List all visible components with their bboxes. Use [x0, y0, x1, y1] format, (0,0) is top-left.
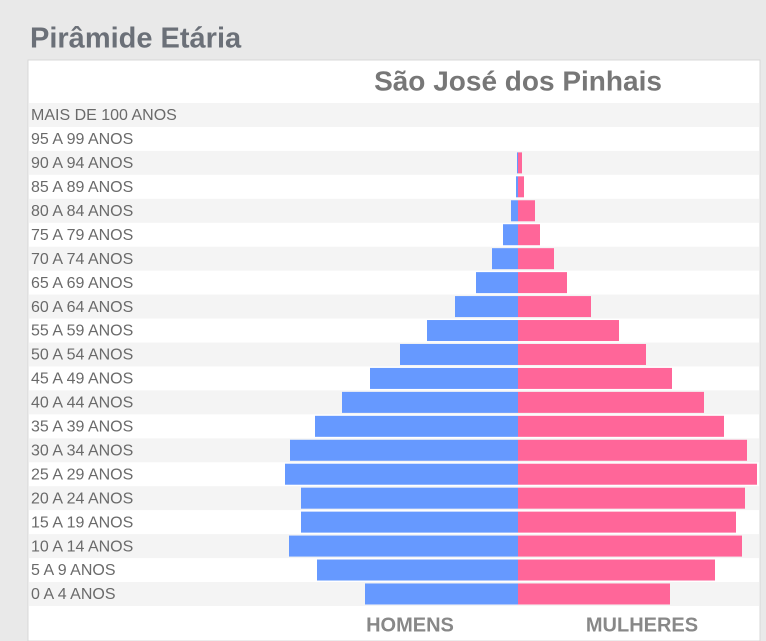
row-stripe [29, 103, 759, 127]
y-tick-label: 40 A 44 ANOS [31, 395, 133, 412]
legend-label: HOMENS [366, 614, 454, 636]
bar [518, 463, 757, 485]
bar [503, 224, 518, 246]
bar [365, 583, 518, 605]
bar [290, 439, 518, 461]
bar [518, 559, 715, 581]
y-tick-label: 10 A 14 ANOS [31, 538, 133, 555]
y-tick-label: 25 A 29 ANOS [31, 466, 133, 483]
y-tick-label: 95 A 99 ANOS [31, 131, 133, 148]
bar [317, 559, 518, 581]
bar [342, 391, 518, 413]
bar [518, 487, 745, 509]
y-tick-label: 90 A 94 ANOS [31, 155, 133, 172]
y-tick-label: 60 A 64 ANOS [31, 299, 133, 316]
chart-subtitle: São José dos Pinhais [374, 65, 662, 96]
bar [400, 343, 518, 365]
bar [517, 152, 518, 174]
y-tick-label: 20 A 24 ANOS [31, 490, 133, 507]
y-tick-label: 75 A 79 ANOS [31, 227, 133, 244]
bar [518, 367, 672, 389]
y-tick-label: 85 A 89 ANOS [31, 179, 133, 196]
y-tick-label: 5 A 9 ANOS [31, 562, 116, 579]
bar [518, 583, 670, 605]
bar [518, 176, 524, 198]
bar [301, 511, 518, 533]
legend-label: MULHERES [586, 614, 698, 636]
bar [476, 272, 518, 294]
bar [492, 248, 518, 270]
bar [518, 320, 619, 342]
bar [301, 487, 518, 509]
bar [518, 152, 522, 174]
y-tick-label: 50 A 54 ANOS [31, 347, 133, 364]
bar [518, 439, 747, 461]
row-stripe [29, 198, 759, 223]
bar [518, 272, 567, 294]
bar [427, 320, 518, 342]
bar [518, 535, 742, 557]
bar [285, 463, 518, 485]
y-tick-label: MAIS DE 100 ANOS [31, 107, 177, 124]
y-tick-label: 80 A 84 ANOS [31, 203, 133, 220]
y-tick-label: 35 A 39 ANOS [31, 419, 133, 436]
bar [289, 535, 518, 557]
bar [518, 415, 724, 437]
row-stripe [29, 342, 759, 367]
bar [518, 296, 591, 318]
bar [455, 296, 518, 318]
y-tick-label: 55 A 59 ANOS [31, 323, 133, 340]
bar [518, 343, 646, 365]
y-tick-label: 30 A 34 ANOS [31, 442, 133, 459]
row-stripe [29, 150, 759, 175]
bar [518, 391, 704, 413]
y-tick-label: 65 A 69 ANOS [31, 275, 133, 292]
bar [511, 200, 518, 222]
y-tick-label: 15 A 19 ANOS [31, 514, 133, 531]
chart-title: Pirâmide Etária [30, 23, 242, 55]
bar [370, 367, 518, 389]
bar [518, 511, 736, 533]
y-tick-label: 45 A 49 ANOS [31, 371, 133, 388]
row-stripe [29, 294, 759, 319]
bar [518, 224, 540, 246]
bar [516, 176, 518, 198]
bar [518, 248, 554, 270]
y-tick-label: 70 A 74 ANOS [31, 251, 133, 268]
bar [315, 415, 518, 437]
row-stripe [29, 246, 759, 271]
bar [518, 200, 535, 222]
y-tick-label: 0 A 4 ANOS [31, 586, 116, 603]
